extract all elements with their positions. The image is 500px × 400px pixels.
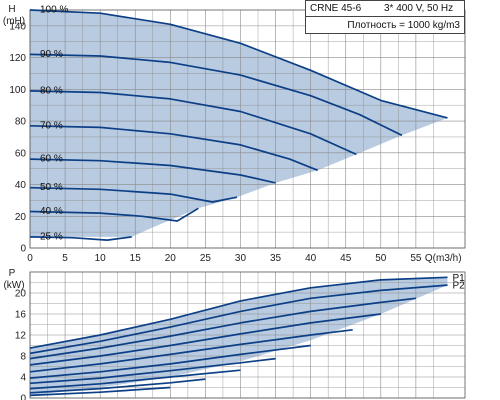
- x-tick-label: 20: [165, 253, 177, 264]
- series-line: [29, 276, 448, 349]
- series-line: [29, 9, 448, 119]
- x-tick-label: 15: [130, 253, 142, 264]
- plot-frame: [29, 9, 466, 249]
- x-tick-label: 50: [375, 253, 387, 264]
- y-tick-label: 20: [15, 212, 27, 223]
- y-tick-label: 140: [9, 21, 26, 32]
- series-label: P1: [452, 273, 465, 284]
- y-tick-label: 12: [15, 331, 27, 342]
- series-line: [29, 344, 311, 379]
- series-label: P2: [452, 281, 465, 292]
- series-line: [29, 378, 206, 394]
- x-tick-label: 55: [410, 253, 422, 264]
- x-tick-label: 35: [270, 253, 282, 264]
- y-axis-unit: (mH): [3, 16, 25, 27]
- series-label: 60 %: [40, 154, 63, 165]
- y-tick-label: 16: [15, 310, 27, 321]
- info-row: CRNE 45-6 3* 400 V, 50 Hz: [306, 1, 464, 17]
- y-tick-label: 80: [15, 117, 27, 128]
- y-tick-label: 40: [15, 180, 27, 191]
- series-line: [29, 313, 381, 366]
- y-axis-label: H: [8, 4, 15, 15]
- y-tick-label: 0: [20, 244, 26, 255]
- series-line: [29, 369, 241, 390]
- series-line: [29, 297, 416, 360]
- series-label: 50 %: [40, 182, 63, 193]
- x-tick-label: 10: [95, 253, 107, 264]
- y-tick-label: 100: [9, 85, 26, 96]
- y-tick-label: 0: [20, 394, 26, 400]
- density-note: Плотность = 1000 kg/m3: [347, 20, 460, 31]
- x-tick-label: 45: [340, 253, 352, 264]
- info-box: CRNE 45-6 3* 400 V, 50 Hz Плотность = 10…: [305, 0, 465, 34]
- series-line: [29, 328, 353, 373]
- series-line: [29, 186, 238, 203]
- x-tick-label: 30: [235, 253, 247, 264]
- series-label: 25 %: [40, 231, 63, 242]
- series-line: [29, 90, 357, 156]
- x-tick-label: 5: [62, 253, 68, 264]
- y-tick-label: 8: [20, 352, 26, 363]
- x-tick-label: 0: [27, 253, 33, 264]
- pump-model: CRNE 45-6: [310, 3, 362, 14]
- x-tick-label: 40: [305, 253, 317, 264]
- series-line: [29, 207, 199, 222]
- y-tick-label: 120: [9, 53, 26, 64]
- y-tick-label: 20: [15, 289, 27, 300]
- series-line: [29, 124, 319, 172]
- series-line: [29, 284, 448, 355]
- series-line: [29, 386, 171, 397]
- series-label: 70 %: [40, 120, 63, 131]
- x-tick-label: 25: [200, 253, 212, 264]
- supply-spec: 3* 400 V, 50 Hz: [384, 3, 454, 14]
- plot-frame: [29, 271, 466, 399]
- series-label: 100 %: [40, 5, 68, 16]
- y-axis-unit: (kW): [3, 280, 24, 291]
- series-line: [29, 158, 276, 184]
- series-label: 80 %: [40, 85, 63, 96]
- y-axis-label: P: [9, 268, 16, 279]
- series-line: [29, 236, 132, 241]
- y-tick-label: 60: [15, 148, 27, 159]
- y-tick-label: 4: [20, 373, 26, 384]
- operating-area: [30, 10, 448, 237]
- series-line: [29, 357, 276, 385]
- series-line: [29, 53, 403, 137]
- series-label: 90 %: [40, 49, 63, 60]
- x-axis-label: Q(m3/h): [425, 253, 462, 264]
- series-label: 40 %: [40, 206, 63, 217]
